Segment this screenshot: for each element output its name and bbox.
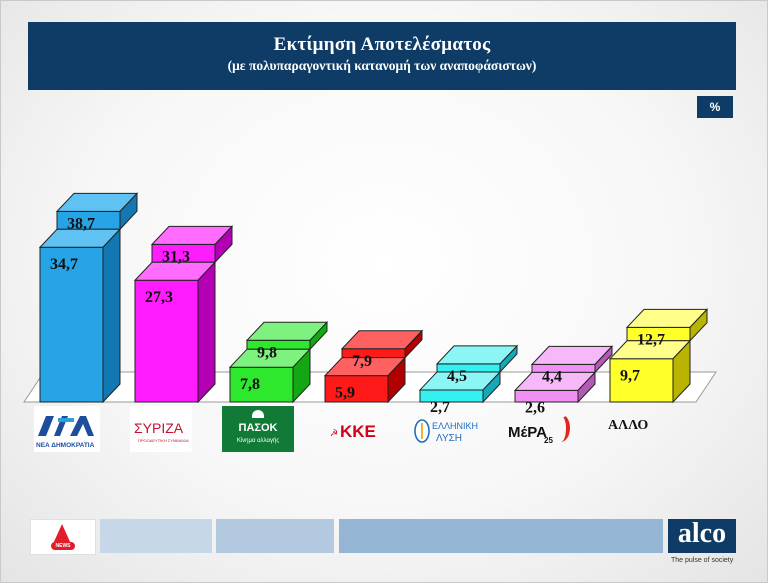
bar-base-2-front [229, 366, 294, 403]
bar-base-0-front [39, 246, 104, 403]
chart-title: Εκτίμηση Αποτελέσματος [273, 34, 491, 55]
nd-logo: ΝΕΑ ΔΗΜΟΚΡΑΤΙΑ [34, 406, 100, 452]
value-label-base-0: 34,7 [50, 256, 78, 273]
bar-base-3-side [387, 356, 406, 404]
mera25-number: 25 [544, 436, 553, 445]
pasok-sun-icon [252, 410, 264, 418]
kke-label: ΚΚΕ [340, 422, 376, 441]
allo-label: ΑΛΛΟ [608, 418, 649, 433]
pasok-label: ΠΑΣΟΚ [238, 422, 278, 434]
footer-bar-3 [339, 519, 663, 553]
allo-label-box: ΑΛΛΟ [600, 406, 670, 452]
bar-upper-1-side [214, 225, 233, 264]
alpha-news-logo: NEWS [30, 519, 96, 555]
syriza-label: ΣΥΡΙΖΑ [134, 420, 184, 436]
value-label-base-3: 5,9 [335, 385, 355, 402]
bar-base-4-side [482, 370, 501, 404]
footer-bar-1 [100, 519, 212, 553]
alco-logo: alco [668, 519, 736, 553]
alco-tagline: The pulse of society [671, 557, 734, 564]
mera25-label: ΜέΡΑ [508, 424, 547, 441]
value-label-base-1: 27,3 [145, 289, 173, 306]
bar-upper-2-side [309, 321, 328, 351]
syriza-logo: ΣΥΡΙΖΑ ΠΡΟΟΔΕΥΤΙΚΗ ΣΥΜΜΑΧΙΑ [130, 406, 192, 452]
bar-upper-6-side [689, 308, 708, 342]
elliniki-lysi-top-label: ΕΛΛΗΝΙΚΗ [432, 421, 478, 431]
bar-base-6-side [672, 339, 691, 404]
elliniki-lysi-emblem-icon [414, 419, 430, 443]
alpha-news-label: NEWS [51, 542, 75, 550]
nd-label: ΝΕΑ ΔΗΜΟΚΡΑΤΙΑ [36, 442, 95, 449]
footer-bar-2 [216, 519, 334, 553]
bar-base-6-front [609, 358, 674, 403]
bar-base-2-side [292, 347, 311, 404]
value-label-base-2: 7,8 [240, 376, 260, 393]
value-label-total-3: 7,9 [352, 353, 372, 370]
pasok-sub-label: Κίνημα αλλαγής [236, 438, 280, 444]
value-label-total-5: 4,4 [542, 368, 562, 385]
alpha-logo-icon [53, 524, 71, 544]
kke-logo: ☭ ΚΚΕ [326, 406, 376, 452]
value-label-base-5: 2,6 [525, 399, 545, 416]
bar-upper-5-side [594, 345, 613, 374]
bar-upper-0-side [119, 192, 138, 231]
value-label-total-4: 4,5 [447, 368, 467, 385]
bar-base-5-side [577, 371, 596, 404]
value-label-total-2: 9,8 [257, 344, 277, 361]
mera25-logo: ΜέΡΑ 25 [504, 406, 572, 452]
bar-base-1-side [197, 260, 216, 404]
bar-upper-4-side [499, 344, 518, 374]
bar-base-1-front [134, 279, 199, 403]
bar-upper-3-side [404, 329, 423, 359]
bar-base-0-side [102, 227, 121, 404]
value-label-total-0: 38,7 [67, 215, 95, 232]
header-banner: Εκτίμηση Αποτελέσματος (με πολυπαραγοντι… [28, 22, 736, 90]
value-label-total-6: 12,7 [637, 331, 665, 348]
bar-base-3-front [324, 375, 389, 403]
bars-group: 38,7 34,7 31,3 27,3 9,8 7,8 7,9 5,9 4,5 2,7 4,4 2,6… [38, 192, 709, 416]
pasok-logo: ΠΑΣΟΚ Κίνημα αλλαγής [222, 406, 294, 452]
unit-badge: % [697, 96, 733, 118]
elliniki-lysi-bottom-label: ΛΥΣΗ [436, 433, 463, 444]
value-label-total-1: 31,3 [162, 248, 190, 265]
value-label-base-6: 9,7 [620, 368, 640, 385]
syriza-sub-label: ΠΡΟΟΔΕΥΤΙΚΗ ΣΥΜΜΑΧΙΑ [138, 438, 189, 443]
kke-hammer-sickle-icon: ☭ [330, 428, 339, 438]
nd-emblem-icon [38, 416, 94, 436]
value-label-base-4: 2,7 [430, 399, 450, 416]
mera25-swoosh-icon [552, 414, 570, 442]
chart-subtitle: (με πολυπαραγοντική κατανομή των αναποφά… [227, 58, 537, 73]
elliniki-lysi-logo: ΕΛΛΗΝΙΚΗ ΛΥΣΗ [412, 406, 478, 452]
